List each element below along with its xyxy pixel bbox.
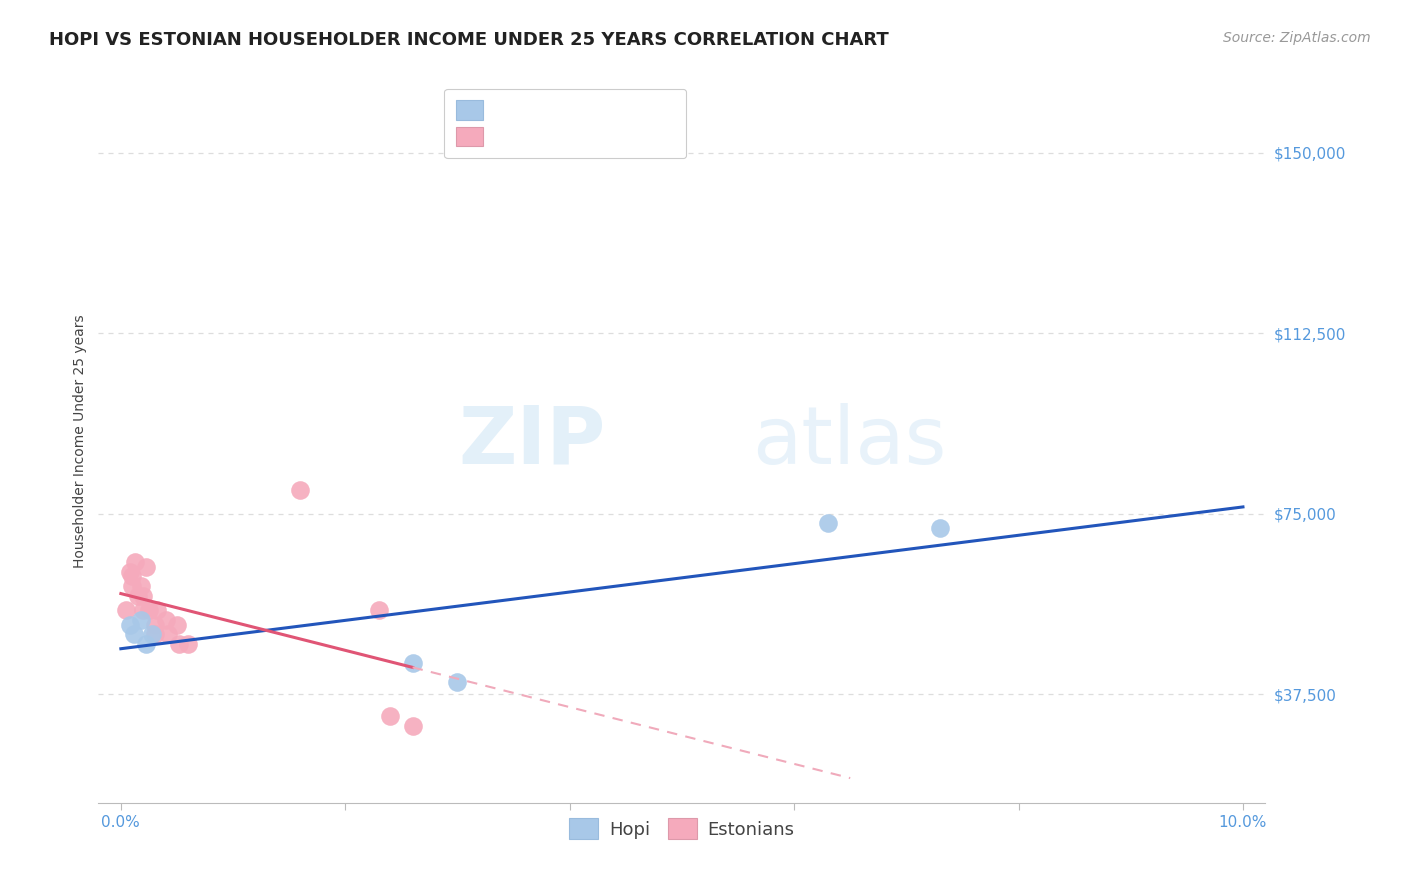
Text: ZIP: ZIP	[458, 402, 606, 481]
Point	[127, 589, 149, 603]
Point	[380, 709, 402, 723]
Point	[143, 627, 166, 641]
Point	[132, 589, 155, 603]
Text: N =: N =	[609, 99, 657, 117]
Point	[124, 627, 146, 641]
Point	[135, 559, 157, 574]
Legend: Hopi, Estonians: Hopi, Estonians	[560, 809, 804, 848]
Text: -0.277: -0.277	[554, 133, 613, 151]
Point	[290, 483, 312, 497]
Text: Source: ZipAtlas.com: Source: ZipAtlas.com	[1223, 31, 1371, 45]
Point	[141, 627, 163, 641]
Text: atlas: atlas	[752, 402, 946, 481]
Point	[929, 521, 952, 535]
Text: HOPI VS ESTONIAN HOUSEHOLDER INCOME UNDER 25 YEARS CORRELATION CHART: HOPI VS ESTONIAN HOUSEHOLDER INCOME UNDE…	[49, 31, 889, 49]
Point	[143, 617, 166, 632]
Point	[446, 675, 468, 690]
Point	[115, 603, 138, 617]
Point	[401, 656, 423, 670]
Point	[146, 603, 169, 617]
Text: R =: R =	[505, 99, 540, 117]
Text: R =: R =	[505, 133, 540, 151]
Point	[121, 579, 143, 593]
Text: 0.484: 0.484	[554, 99, 612, 117]
Text: N =: N =	[609, 133, 657, 151]
Point	[166, 617, 188, 632]
Point	[121, 569, 143, 583]
Point	[155, 613, 177, 627]
Point	[118, 617, 141, 632]
Point	[138, 603, 160, 617]
Y-axis label: Householder Income Under 25 years: Householder Income Under 25 years	[73, 315, 87, 568]
Point	[129, 579, 152, 593]
Point	[124, 555, 146, 569]
Text: 9: 9	[657, 99, 673, 117]
Point	[817, 516, 839, 531]
Point	[167, 637, 190, 651]
Point	[118, 565, 141, 579]
Point	[129, 613, 152, 627]
Point	[132, 603, 155, 617]
Point	[156, 627, 179, 641]
Point	[401, 719, 423, 733]
Text: 23: 23	[657, 133, 679, 151]
Point	[135, 637, 157, 651]
Point	[368, 603, 391, 617]
Point	[177, 637, 200, 651]
